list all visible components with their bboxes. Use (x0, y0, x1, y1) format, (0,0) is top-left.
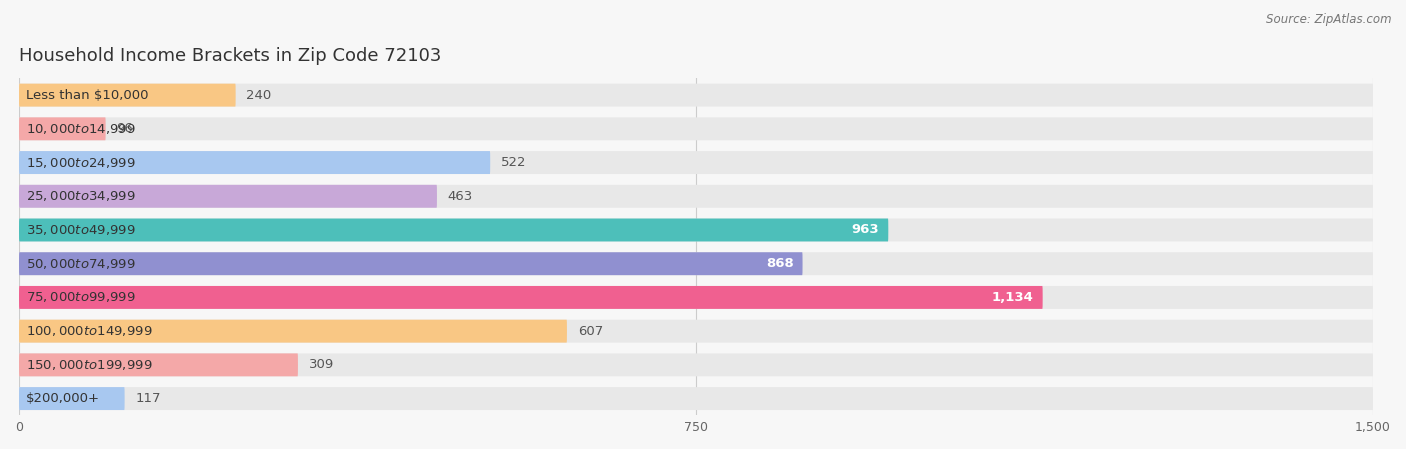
FancyBboxPatch shape (20, 286, 1043, 309)
Text: 1,134: 1,134 (991, 291, 1033, 304)
FancyBboxPatch shape (20, 252, 1374, 275)
FancyBboxPatch shape (20, 117, 105, 140)
Text: $25,000 to $34,999: $25,000 to $34,999 (27, 189, 136, 203)
FancyBboxPatch shape (20, 219, 889, 242)
Text: Household Income Brackets in Zip Code 72103: Household Income Brackets in Zip Code 72… (20, 47, 441, 65)
FancyBboxPatch shape (20, 151, 1374, 174)
FancyBboxPatch shape (20, 219, 1374, 242)
FancyBboxPatch shape (20, 185, 437, 208)
FancyBboxPatch shape (20, 117, 1374, 140)
Text: 240: 240 (246, 88, 271, 101)
Text: 117: 117 (135, 392, 160, 405)
Text: $10,000 to $14,999: $10,000 to $14,999 (27, 122, 136, 136)
Text: 522: 522 (501, 156, 526, 169)
Text: 96: 96 (117, 122, 134, 135)
Text: Source: ZipAtlas.com: Source: ZipAtlas.com (1267, 13, 1392, 26)
FancyBboxPatch shape (20, 387, 125, 410)
FancyBboxPatch shape (20, 151, 491, 174)
FancyBboxPatch shape (20, 320, 567, 343)
Text: 607: 607 (578, 325, 603, 338)
Text: 963: 963 (852, 224, 879, 237)
FancyBboxPatch shape (20, 286, 1374, 309)
FancyBboxPatch shape (20, 353, 1374, 376)
Text: 463: 463 (447, 190, 472, 203)
FancyBboxPatch shape (20, 84, 236, 106)
FancyBboxPatch shape (20, 320, 1374, 343)
Text: $100,000 to $149,999: $100,000 to $149,999 (27, 324, 153, 338)
Text: $50,000 to $74,999: $50,000 to $74,999 (27, 257, 136, 271)
Text: Less than $10,000: Less than $10,000 (27, 88, 149, 101)
Text: 309: 309 (309, 358, 335, 371)
Text: $150,000 to $199,999: $150,000 to $199,999 (27, 358, 153, 372)
Text: $35,000 to $49,999: $35,000 to $49,999 (27, 223, 136, 237)
Text: 868: 868 (766, 257, 793, 270)
FancyBboxPatch shape (20, 185, 1374, 208)
FancyBboxPatch shape (20, 252, 803, 275)
Text: $15,000 to $24,999: $15,000 to $24,999 (27, 155, 136, 170)
FancyBboxPatch shape (20, 387, 1374, 410)
FancyBboxPatch shape (20, 353, 298, 376)
Text: $200,000+: $200,000+ (27, 392, 100, 405)
Text: $75,000 to $99,999: $75,000 to $99,999 (27, 291, 136, 304)
FancyBboxPatch shape (20, 84, 1374, 106)
